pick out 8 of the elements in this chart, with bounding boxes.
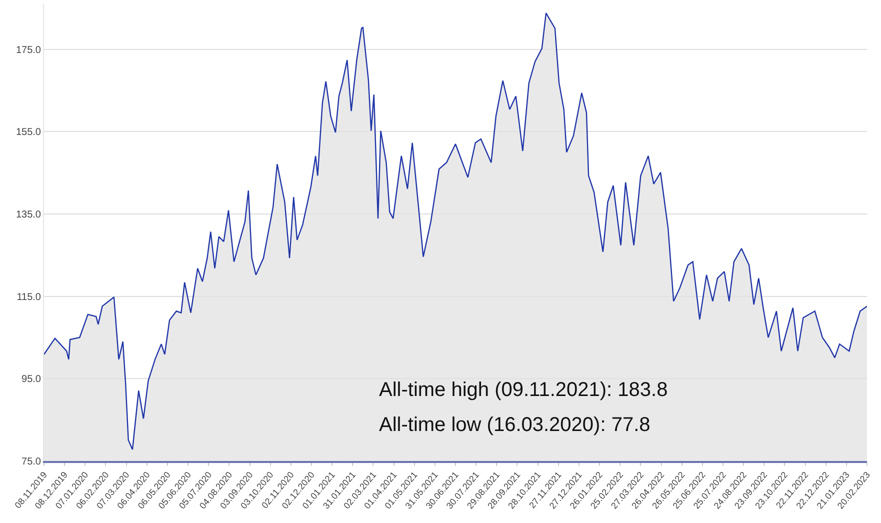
y-tick-label: 95.0 [22, 374, 42, 386]
y-tick-label: 75.0 [22, 456, 42, 468]
y-tick-label: 155.0 [16, 127, 42, 138]
y-tick-label: 115.0 [16, 292, 42, 303]
y-tick-label: 135.0 [16, 209, 42, 220]
annotation: All-time high (09.11.2021): 183.8 [379, 379, 668, 401]
annotation: All-time low (16.03.2020): 77.8 [379, 414, 650, 436]
y-tick-label: 175.0 [16, 44, 42, 56]
